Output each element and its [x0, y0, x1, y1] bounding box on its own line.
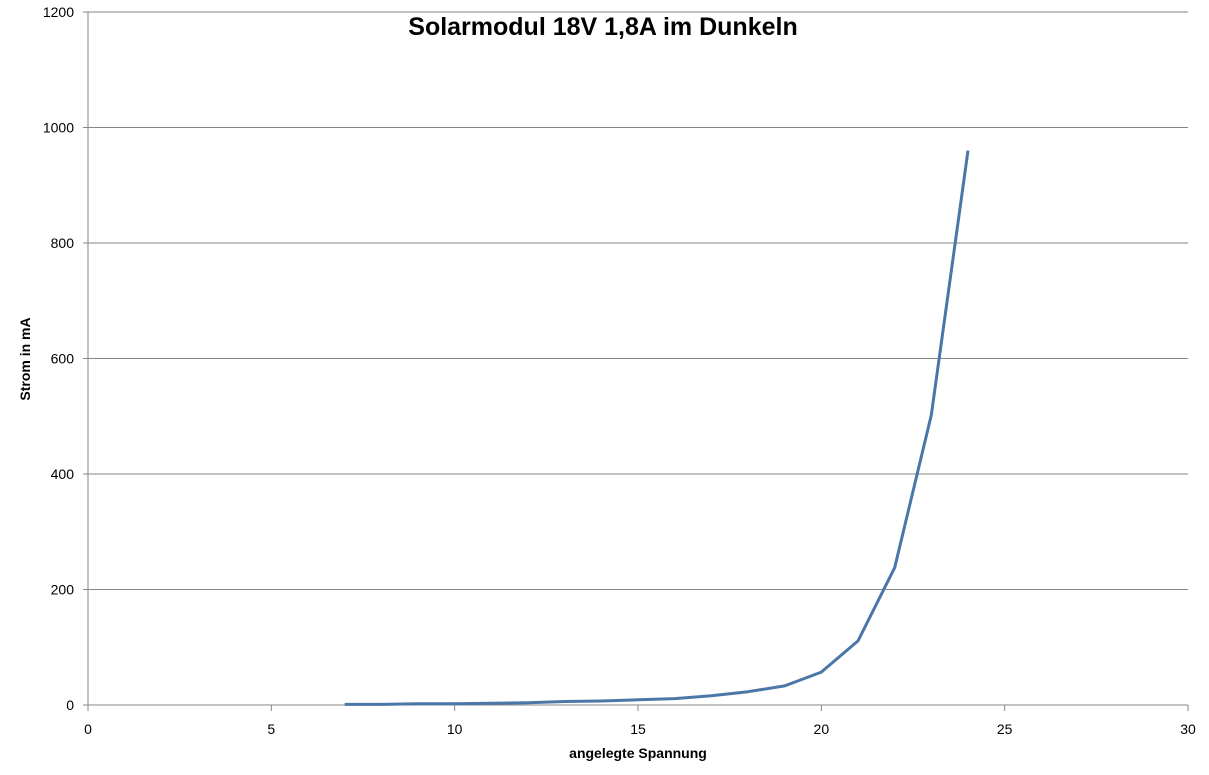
gridlines: [88, 11, 1188, 590]
series-layer: [344, 150, 970, 706]
y-axis-title: Strom in mA: [17, 317, 33, 400]
x-tick-label: 10: [447, 721, 463, 737]
x-tick-label: 0: [84, 721, 92, 737]
y-tick-label: 0: [66, 697, 74, 713]
y-tick-label: 1000: [43, 120, 74, 136]
y-tick-label: 600: [51, 351, 75, 367]
y-tick-label: 200: [51, 582, 75, 598]
x-tick-label: 20: [814, 721, 830, 737]
x-tick-label: 25: [997, 721, 1013, 737]
series-line: [344, 150, 970, 706]
chart-title: Solarmodul 18V 1,8A im Dunkeln: [408, 13, 797, 41]
axes: [83, 11, 1189, 711]
y-tick-label: 800: [51, 235, 75, 251]
y-tick-label: 400: [51, 466, 75, 482]
labels: 0 200 400 600 800 1000 1200 0 5 10 15 20 25 30: [43, 4, 1196, 737]
x-tick-label: 15: [630, 721, 646, 737]
x-axis-title: angelegte Spannung: [569, 745, 707, 761]
x-tick-label: 30: [1180, 721, 1196, 737]
y-tick-label: 1200: [43, 4, 74, 20]
x-tick-label: 5: [267, 721, 275, 737]
